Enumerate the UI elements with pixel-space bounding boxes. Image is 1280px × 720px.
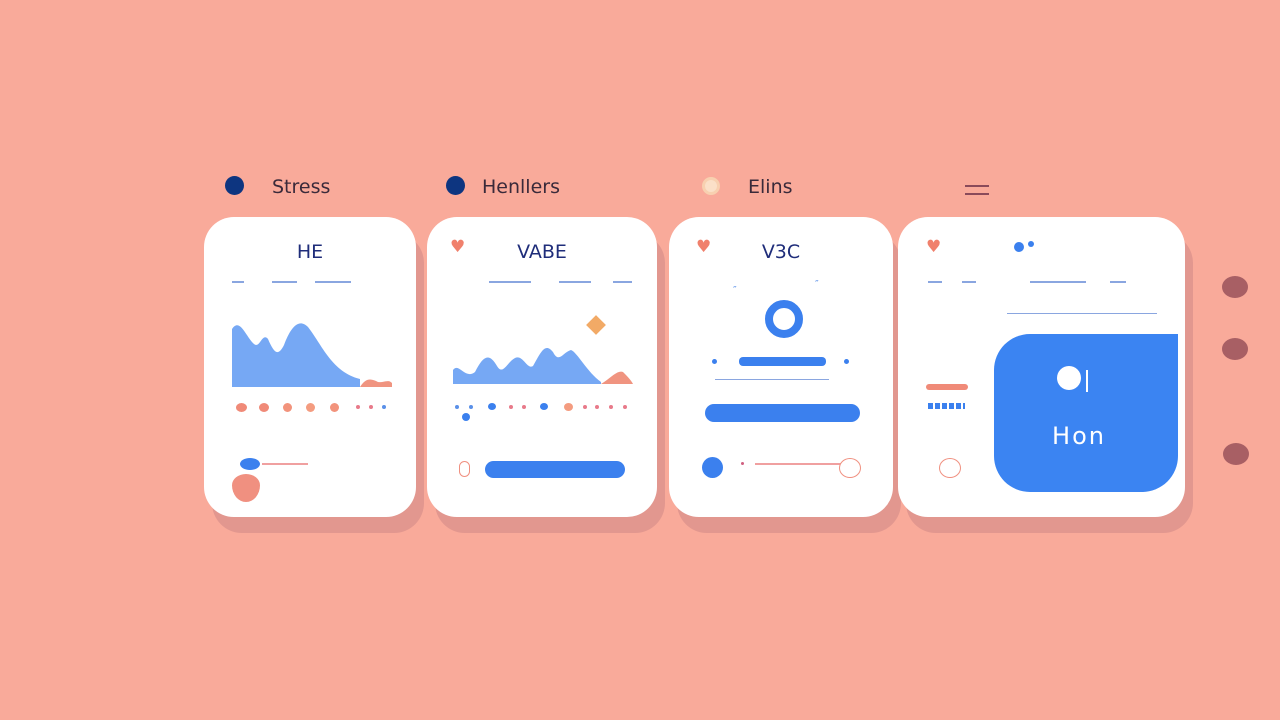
divider	[613, 281, 632, 283]
indicator-dot	[583, 405, 587, 409]
heart-icon[interactable]: ♥	[926, 237, 942, 257]
indicator-dot	[455, 405, 459, 409]
indicator-dot	[522, 405, 526, 409]
segment-indicator	[928, 403, 965, 409]
divider	[1110, 281, 1126, 283]
card-title: VABE	[517, 241, 567, 263]
toggle-knob[interactable]	[240, 458, 260, 470]
capsule-icon	[459, 461, 470, 477]
indicator-dot	[462, 413, 470, 421]
indicator-dot	[564, 403, 573, 411]
divider	[559, 281, 591, 283]
indicator-dot	[509, 405, 513, 409]
wave-area	[232, 323, 360, 387]
indicator-dot	[844, 359, 849, 364]
indicator-dot	[623, 405, 627, 409]
card-title: HE	[296, 241, 324, 263]
divider	[962, 281, 976, 283]
progress-bar[interactable]	[485, 461, 625, 478]
indicator-dot	[259, 403, 269, 412]
card-he[interactable]: HE	[204, 217, 416, 517]
label-bar	[926, 384, 968, 390]
legend-henllers: Henllers	[482, 176, 560, 198]
henllers-dot-icon	[446, 176, 465, 195]
indicator-dot	[330, 403, 339, 412]
status-dot-icon	[1014, 242, 1024, 252]
indicator-dot	[236, 403, 247, 412]
slider-thumb[interactable]	[839, 458, 861, 478]
user-icon	[1057, 366, 1081, 390]
indicator-dot	[469, 405, 473, 409]
cursor-icon	[1086, 370, 1088, 392]
indicator-dot	[712, 359, 717, 364]
card-title: V3C	[761, 241, 801, 263]
diamond-icon	[586, 315, 606, 335]
hon-panel[interactable]: Hon	[994, 334, 1178, 492]
divider	[272, 281, 297, 283]
action-button[interactable]	[705, 404, 860, 422]
indicator-dot	[741, 462, 744, 465]
heart-toggle-icon[interactable]	[232, 474, 260, 502]
wave-area	[453, 347, 601, 384]
page-dot[interactable]	[1222, 276, 1248, 298]
stress-dot-icon	[225, 176, 244, 195]
indicator-dot	[306, 403, 315, 412]
divider	[315, 281, 351, 283]
wave-tail	[360, 379, 392, 387]
page-dot[interactable]	[1223, 443, 1249, 465]
heart-icon[interactable]: ♥	[450, 237, 466, 257]
tick-mark: ″	[733, 285, 737, 296]
legend-stress: Stress	[272, 176, 331, 198]
wave-chart	[232, 323, 392, 387]
indicator-dot	[369, 405, 373, 409]
divider	[489, 281, 531, 283]
divider	[1030, 281, 1086, 283]
tick-mark: ″	[815, 279, 819, 290]
divider	[232, 281, 244, 283]
legend-elins: Elins	[748, 176, 793, 198]
elins-ring-icon	[702, 177, 720, 195]
panel-label: Hon	[1052, 422, 1106, 450]
slider-track[interactable]	[755, 463, 841, 465]
divider	[1007, 313, 1157, 314]
record-icon[interactable]	[939, 458, 961, 478]
indicator-dot	[488, 403, 496, 410]
indicator-dot	[283, 403, 292, 412]
indicator-dot	[609, 405, 613, 409]
indicator-dot	[540, 403, 548, 410]
indicator-dot	[382, 405, 386, 409]
play-button-icon[interactable]	[702, 457, 723, 478]
card-hon[interactable]: ♥ Hon	[898, 217, 1185, 517]
menu-icon[interactable]	[965, 185, 989, 195]
indicator-dot	[356, 405, 360, 409]
indicator-dot	[595, 405, 599, 409]
slider-track[interactable]	[262, 463, 308, 465]
wave-tail	[601, 371, 633, 384]
wave-chart	[453, 347, 633, 384]
record-button-icon[interactable]	[765, 300, 803, 338]
divider	[715, 379, 829, 380]
level-bar	[739, 357, 826, 366]
card-vabe[interactable]: ♥ VABE	[427, 217, 657, 517]
status-dot-icon	[1028, 241, 1034, 247]
page-dot[interactable]	[1222, 338, 1248, 360]
divider	[928, 281, 942, 283]
heart-icon[interactable]: ♥	[696, 237, 712, 257]
card-v3c[interactable]: ♥ V3C ″ ″	[669, 217, 893, 517]
